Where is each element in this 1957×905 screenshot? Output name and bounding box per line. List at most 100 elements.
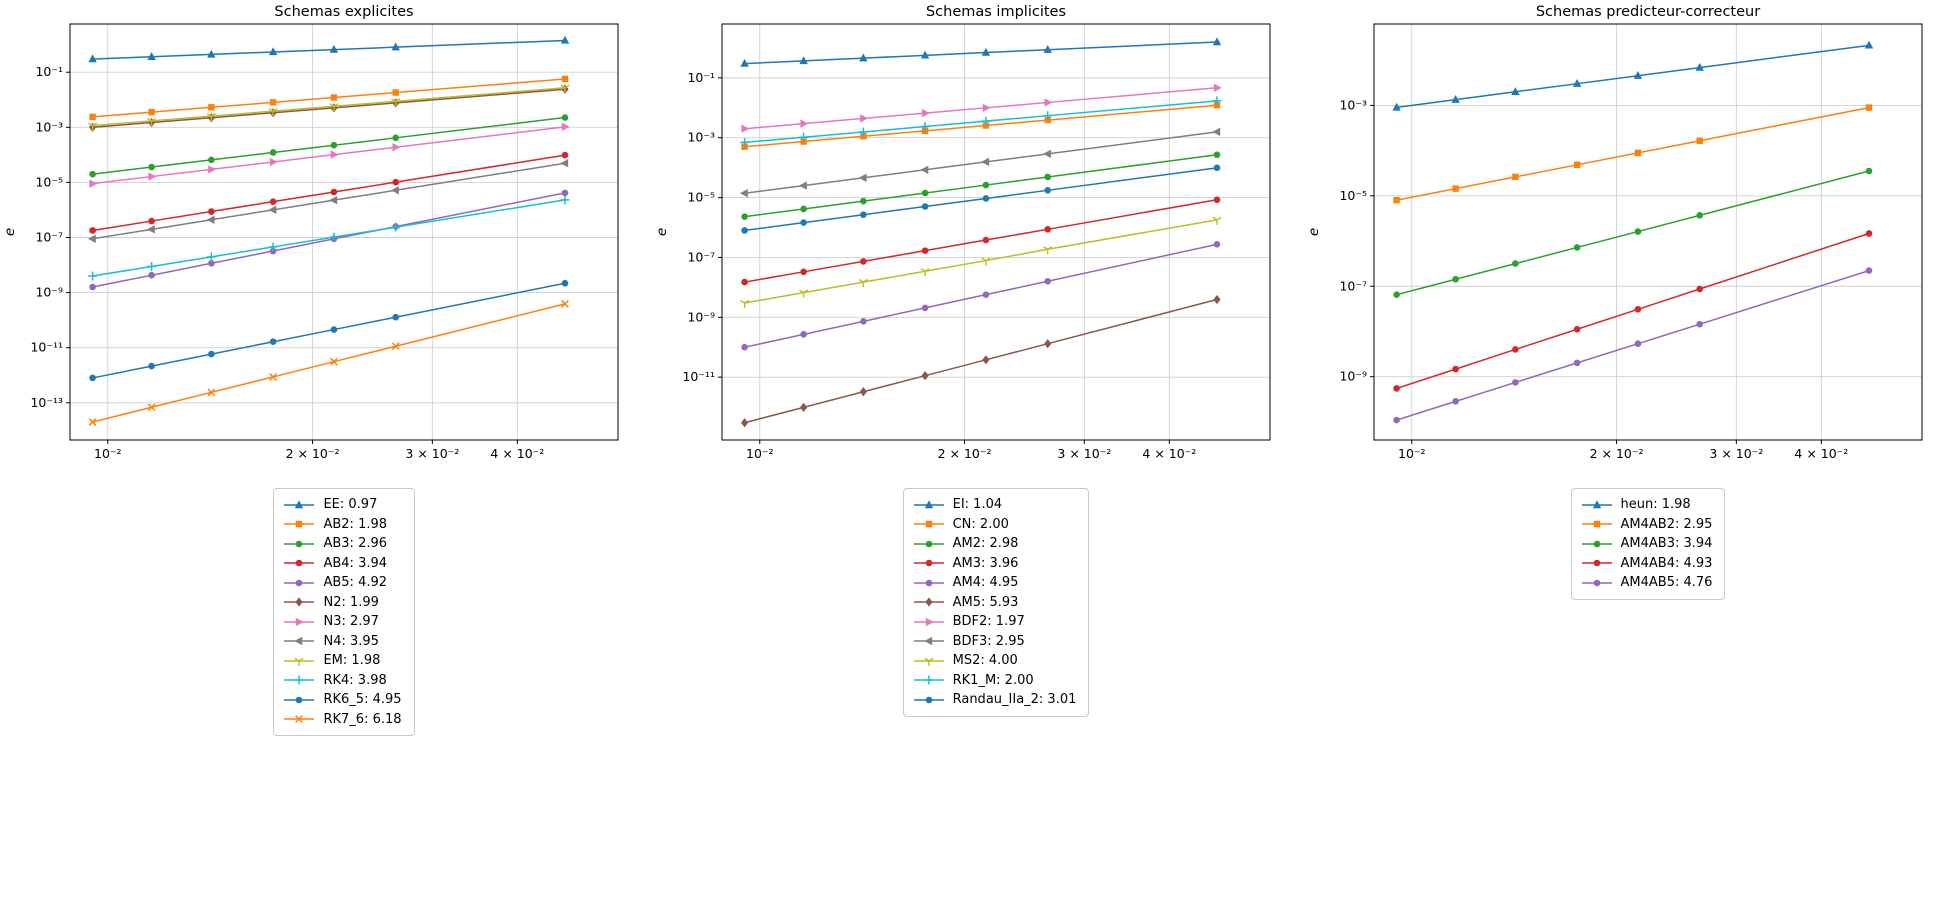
predictor-corrector-legend-wrap: heun: 1.98 AM4AB2: 2.95 AM4AB3: 3.94 AM4AB4… (1304, 488, 1944, 600)
legend-item-AB3: AB3: 2.96 (282, 534, 401, 554)
legend-marker-sample (913, 559, 944, 567)
explicit-schemes-chart: 10⁻² 2 × 10⁻² 3 × 10⁻² 4 × 10⁻² 10⁻¹ 10⁻³ 10⁻⁵… (0, 0, 640, 484)
legend-item-N4: N4: 3.95 (282, 632, 401, 652)
legend-item-AM3: AM3: 3.96 (912, 554, 1077, 574)
tick-labels: 10⁻² 2 × 10⁻² 3 × 10⁻² 4 × 10⁻² 10⁻¹ 10⁻³ 10⁻⁵… (682, 70, 1196, 461)
legend-item-label: RK6_5: 4.95 (323, 692, 402, 707)
x-tick-label: 4 × 10⁻² (1142, 446, 1196, 461)
legend-item-RK6_5: RK6_5: 4.95 (282, 690, 402, 710)
series-RK1_M (740, 96, 1222, 147)
series-heun (1392, 40, 1874, 111)
legend-marker-sample (284, 696, 315, 704)
legend-item-RK4: RK4: 3.98 (282, 671, 401, 691)
x-tick-label: 10⁻² (94, 446, 122, 461)
implicit-schemes-chart: 10⁻² 2 × 10⁻² 3 × 10⁻² 4 × 10⁻² 10⁻¹ 10⁻³ 10⁻⁵… (652, 0, 1292, 484)
legend-item-label: AM3: 3.96 (952, 555, 1019, 571)
legend-marker-sample (284, 521, 315, 528)
series-BDF2 (741, 83, 1222, 133)
legend-item-EI: EI: 1.04 (912, 495, 1077, 515)
y-tick-label: 10⁻³ (1339, 97, 1367, 112)
series-RK7_6 (88, 299, 569, 426)
legend-item-AM4AB3: AM4AB3: 3.94 (1580, 534, 1713, 554)
x-tick-label: 10⁻² (746, 446, 774, 461)
legend-marker-sample (913, 696, 944, 704)
panel-explicit-schemes: 10⁻² 2 × 10⁻² 3 × 10⁻² 4 × 10⁻² 10⁻¹ 10⁻³ 10⁻⁵… (0, 0, 652, 905)
x-tick-label: 3 × 10⁻² (1057, 446, 1111, 461)
series-N3 (89, 122, 570, 188)
legend-item-label: AM4AB4: 4.93 (1620, 555, 1713, 571)
series-EM (88, 84, 570, 131)
series-N4 (87, 159, 569, 243)
y-tick-label: 10⁻¹¹ (682, 369, 715, 384)
legend-item-label: EM: 1.98 (323, 653, 381, 668)
series-AM4 (741, 241, 1221, 351)
legend-item-AM4AB4: AM4AB4: 4.93 (1580, 554, 1713, 574)
legend-item-label: EE: 0.97 (323, 497, 378, 512)
legend-marker-sample (913, 500, 944, 508)
legend-marker-sample (1581, 521, 1612, 528)
legend-item-label: AB3: 2.96 (323, 536, 388, 551)
panel-implicit-schemes: 10⁻² 2 × 10⁻² 3 × 10⁻² 4 × 10⁻² 10⁻¹ 10⁻³ 10⁻⁵… (652, 0, 1304, 905)
y-tick-label: 10⁻⁷ (687, 249, 715, 264)
series-AB2 (89, 75, 569, 121)
tick-marks (718, 77, 1170, 444)
x-tick-label: 3 × 10⁻² (405, 446, 459, 461)
legend-item-label: AM2: 2.98 (952, 536, 1019, 551)
legend-item-label: MS2: 4.00 (952, 653, 1018, 668)
legend-marker-sample (913, 579, 944, 587)
legend-item-AM4AB5: AM4AB5: 4.76 (1580, 573, 1712, 593)
x-tick-label: 2 × 10⁻² (286, 446, 340, 461)
y-tick-label: 10⁻⁵ (687, 190, 715, 205)
series-AB4 (89, 151, 569, 234)
legend-item-label: AM5: 5.93 (952, 594, 1019, 610)
y-tick-label: 10⁻¹ (35, 64, 63, 79)
legend-item-label: RK7_6: 6.18 (323, 711, 402, 727)
legend-item-label: EI: 1.04 (952, 497, 1003, 512)
legend-item-label: heun: 1.98 (1620, 497, 1691, 512)
x-tick-label: 3 × 10⁻² (1709, 446, 1763, 461)
predictor-corrector-chart: 10⁻² 2 × 10⁻² 3 × 10⁻² 4 × 10⁻² 10⁻³ 10⁻⁵ 10⁻⁷… (1304, 0, 1944, 484)
tick-labels: 10⁻² 2 × 10⁻² 3 × 10⁻² 4 × 10⁻² 10⁻¹ 10⁻³ 10⁻⁵… (30, 64, 544, 461)
y-tick-label: 10⁻⁹ (687, 309, 715, 324)
legend-marker-sample (913, 675, 944, 685)
series-AM4AB4 (1393, 230, 1873, 392)
legend-item-BDF2: BDF2: 1.97 (912, 612, 1077, 632)
series-AM4AB5 (1393, 267, 1873, 424)
y-tick-label: 10⁻⁷ (35, 230, 63, 245)
legend-item-label: AM4: 4.95 (952, 575, 1019, 590)
legend-item-AM2: AM2: 2.98 (912, 534, 1077, 554)
explicit-schemes-legend-wrap: EE: 0.97 AB2: 1.98 AB3: 2.96 AB4: 3.94 AB5: … (0, 488, 640, 736)
legend-item-CN: CN: 2.00 (912, 515, 1077, 535)
legend-marker-sample (284, 500, 315, 508)
y-tick-label: 10⁻¹ (687, 70, 715, 85)
y-tick-label: 10⁻³ (687, 130, 715, 145)
grid-lines (722, 24, 1270, 440)
legend-item-N2: N2: 1.99 (282, 593, 401, 613)
legend-marker-sample (913, 540, 944, 548)
legend-item-label: AB4: 3.94 (323, 555, 388, 571)
x-tick-label: 4 × 10⁻² (1794, 446, 1848, 461)
series-AM3 (741, 196, 1221, 286)
legend-item-N3: N3: 2.97 (282, 612, 401, 632)
legend-marker-sample (284, 657, 315, 666)
x-tick-label: 10⁻² (1398, 446, 1426, 461)
legend-marker-sample (284, 540, 315, 548)
legend-marker-sample (284, 559, 315, 567)
series-BDF3 (739, 127, 1221, 198)
series-Randau_IIa_2 (741, 164, 1221, 234)
y-tick-label: 10⁻¹¹ (30, 340, 63, 355)
panel-predictor-corrector-schemes: 10⁻² 2 × 10⁻² 3 × 10⁻² 4 × 10⁻² 10⁻³ 10⁻⁵ 10⁻⁷… (1304, 0, 1956, 905)
y-axis-label: e (1306, 228, 1322, 236)
legend-item-label: BDF3: 2.95 (952, 633, 1025, 649)
legend-marker-sample (913, 637, 944, 646)
legend-marker-sample (284, 617, 315, 626)
legend-item-AB2: AB2: 1.98 (282, 515, 401, 535)
legend-item-AM4AB2: AM4AB2: 2.95 (1580, 515, 1712, 535)
grid-lines (1374, 24, 1922, 440)
legend-item-label: AM4AB3: 3.94 (1620, 536, 1713, 551)
series-RK4 (88, 195, 570, 281)
chart-title: Schemas explicites (274, 4, 413, 20)
tick-marks (66, 71, 518, 444)
x-tick-label: 4 × 10⁻² (490, 446, 544, 461)
